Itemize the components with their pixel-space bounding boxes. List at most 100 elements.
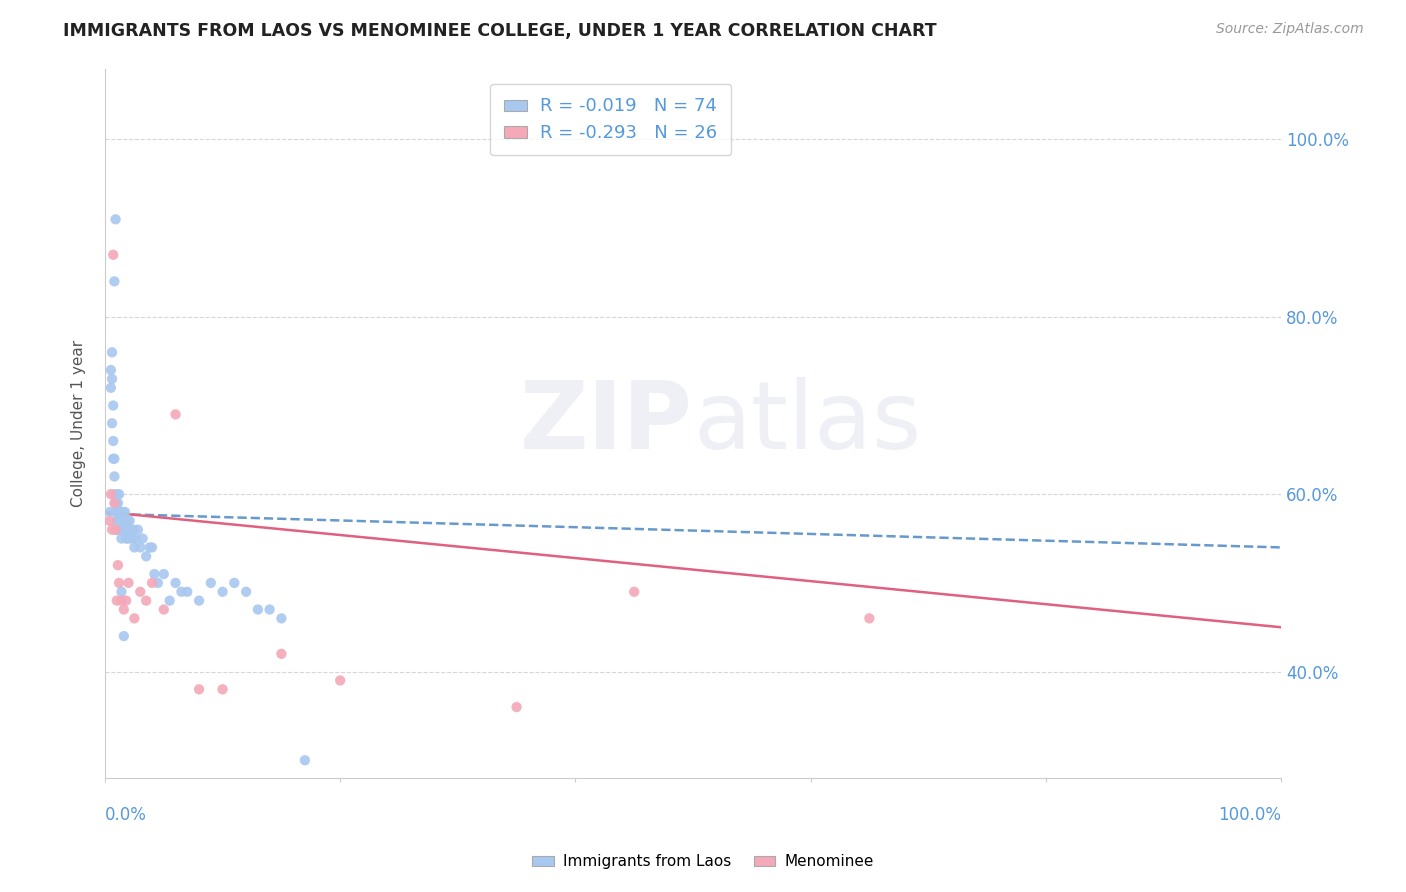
Point	[103, 399, 125, 413]
Point	[103, 451, 125, 466]
Point	[104, 496, 127, 510]
Point	[131, 532, 153, 546]
Point	[114, 505, 136, 519]
Point	[143, 567, 166, 582]
Point	[108, 505, 131, 519]
Point	[108, 487, 131, 501]
Point	[108, 523, 131, 537]
Point	[129, 584, 152, 599]
Point	[224, 575, 246, 590]
Point	[111, 505, 134, 519]
Point	[104, 523, 127, 537]
Point	[110, 532, 132, 546]
Text: IMMIGRANTS FROM LAOS VS MENOMINEE COLLEGE, UNDER 1 YEAR CORRELATION CHART: IMMIGRANTS FROM LAOS VS MENOMINEE COLLEG…	[63, 22, 936, 40]
Point	[103, 248, 125, 262]
Point	[211, 682, 233, 697]
Point	[141, 541, 163, 555]
Point	[235, 584, 257, 599]
Point	[623, 584, 645, 599]
Point	[103, 496, 125, 510]
Point	[165, 575, 187, 590]
Point	[115, 523, 138, 537]
Point	[101, 523, 124, 537]
Point	[110, 514, 132, 528]
Point	[100, 381, 122, 395]
Text: ZIP: ZIP	[520, 377, 693, 469]
Point	[98, 514, 121, 528]
Point	[120, 523, 142, 537]
Point	[110, 584, 132, 599]
Point	[103, 469, 125, 483]
Y-axis label: College, Under 1 year: College, Under 1 year	[72, 340, 86, 507]
Point	[101, 372, 124, 386]
Point	[135, 593, 157, 607]
Point	[141, 575, 163, 590]
Point	[117, 532, 139, 546]
Point	[124, 611, 146, 625]
Point	[117, 575, 139, 590]
Point	[146, 575, 169, 590]
Point	[117, 523, 139, 537]
Point	[100, 487, 122, 501]
Point	[211, 584, 233, 599]
Point	[117, 514, 139, 528]
Point	[115, 532, 138, 546]
Point	[112, 514, 135, 528]
Point	[294, 753, 316, 767]
Point	[270, 611, 292, 625]
Point	[111, 523, 134, 537]
Point	[112, 602, 135, 616]
Point	[110, 505, 132, 519]
Point	[129, 541, 152, 555]
Point	[121, 532, 143, 546]
Point	[112, 629, 135, 643]
Text: 0.0%: 0.0%	[105, 806, 146, 824]
Point	[103, 274, 125, 288]
Point	[108, 523, 131, 537]
Point	[105, 487, 128, 501]
Point	[270, 647, 292, 661]
Point	[105, 496, 128, 510]
Point	[101, 417, 124, 431]
Point	[110, 514, 132, 528]
Point	[159, 593, 181, 607]
Point	[329, 673, 352, 688]
Point	[118, 514, 141, 528]
Point	[259, 602, 281, 616]
Point	[104, 505, 127, 519]
Text: atlas: atlas	[693, 377, 921, 469]
Point	[104, 523, 127, 537]
Point	[98, 505, 121, 519]
Point	[100, 363, 122, 377]
Point	[176, 584, 198, 599]
Point	[107, 514, 129, 528]
Point	[122, 523, 145, 537]
Point	[200, 575, 222, 590]
Point	[858, 611, 880, 625]
Point	[108, 575, 131, 590]
Legend: Immigrants from Laos, Menominee: Immigrants from Laos, Menominee	[526, 848, 880, 875]
Point	[105, 523, 128, 537]
Point	[165, 408, 187, 422]
Point	[105, 514, 128, 528]
Point	[105, 593, 128, 607]
Point	[110, 593, 132, 607]
Point	[127, 523, 149, 537]
Point	[103, 434, 125, 448]
Point	[138, 541, 160, 555]
Point	[107, 558, 129, 573]
Point	[188, 593, 211, 607]
Point	[124, 541, 146, 555]
Point	[135, 549, 157, 564]
Point	[107, 523, 129, 537]
Point	[107, 514, 129, 528]
Point	[103, 451, 125, 466]
Point	[112, 523, 135, 537]
Point	[152, 567, 174, 582]
Point	[107, 496, 129, 510]
Text: Source: ZipAtlas.com: Source: ZipAtlas.com	[1216, 22, 1364, 37]
Point	[505, 700, 527, 714]
Point	[152, 602, 174, 616]
Point	[188, 682, 211, 697]
Point	[246, 602, 269, 616]
